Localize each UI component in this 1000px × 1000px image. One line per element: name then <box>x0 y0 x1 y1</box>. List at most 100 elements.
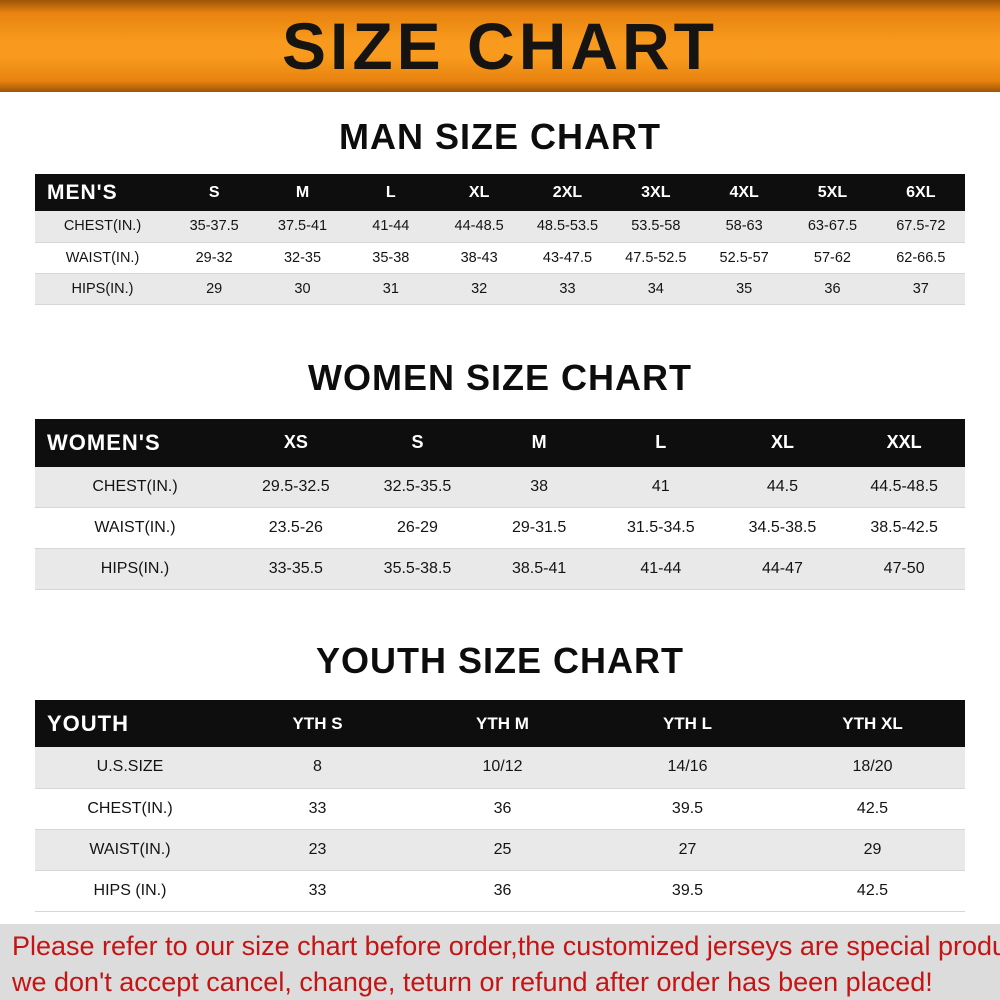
table-row: CHEST(IN.) 29.5-32.5 32.5-35.5 38 41 44.5 44.5… <box>35 466 965 508</box>
mens-chart-heading: MAN SIZE CHART <box>339 116 661 157</box>
value-cell: 44.5-48.5 <box>843 466 965 508</box>
size-header-cell: YTH L <box>595 700 780 747</box>
size-header-cell: M <box>258 174 347 211</box>
value-cell: 33 <box>225 870 410 912</box>
value-cell: 26-29 <box>356 507 479 549</box>
value-cell: 67.5-72 <box>876 211 965 243</box>
value-cell: 38.5-41 <box>478 548 600 590</box>
value-cell: 37 <box>876 273 965 305</box>
value-cell: 35.5-38.5 <box>356 548 479 590</box>
value-cell: 47.5-52.5 <box>611 242 700 274</box>
size-header-cell: L <box>346 174 435 211</box>
value-cell: 34 <box>611 273 700 305</box>
value-cell: 42.5 <box>780 870 965 912</box>
value-cell: 36 <box>410 870 595 912</box>
header-row: WOMEN'S XS S M L XL XXL <box>35 418 965 467</box>
youth-chart-heading: YOUTH SIZE CHART <box>315 640 684 681</box>
value-cell: 52.5-57 <box>699 242 789 274</box>
womens-size-table: WOMEN'S XS S M L XL XXL CHEST(IN.) 29.5-32.5 32.5… <box>35 418 965 590</box>
table-title-cell: MEN'S <box>35 174 170 211</box>
size-header-cell: L <box>599 418 722 467</box>
youth-size-table: YOUTH YTH S YTH M YTH L YTH XL U.S.SIZE 8 10/12… <box>35 700 965 912</box>
row-label-cell: HIPS(IN.) <box>35 548 235 590</box>
row-label-cell: CHEST(IN.) <box>35 788 225 830</box>
value-cell: 14/16 <box>595 747 780 789</box>
footer-note-line1: Please refer to our size chart before or… <box>12 931 1000 961</box>
size-header-cell: XXL <box>843 418 965 467</box>
table-row: HIPS (IN.) 33 36 39.5 42.5 <box>35 870 965 912</box>
size-header-cell: XL <box>434 174 524 211</box>
value-cell: 41 <box>599 466 722 508</box>
value-cell: 29-31.5 <box>478 507 600 549</box>
value-cell: 10/12 <box>410 747 595 789</box>
row-label-cell: WAIST(IN.) <box>35 242 170 274</box>
size-header-cell: XS <box>235 418 357 467</box>
size-header-cell: 3XL <box>611 174 700 211</box>
row-label-cell: WAIST(IN.) <box>35 829 225 871</box>
value-cell: 23 <box>225 829 410 871</box>
size-header-cell: 2XL <box>523 174 612 211</box>
value-cell: 43-47.5 <box>523 242 612 274</box>
value-cell: 38-43 <box>434 242 524 274</box>
table-row: HIPS(IN.) 33-35.5 35.5-38.5 38.5-41 41-44 44-… <box>35 548 965 590</box>
banner-title: SIZE CHART <box>282 9 718 83</box>
value-cell: 8 <box>225 747 410 789</box>
value-cell: 39.5 <box>595 870 780 912</box>
size-header-cell: 5XL <box>788 174 877 211</box>
value-cell: 44.5 <box>721 466 844 508</box>
value-cell: 57-62 <box>788 242 877 274</box>
table-title-cell: YOUTH <box>35 700 225 747</box>
value-cell: 33 <box>225 788 410 830</box>
value-cell: 42.5 <box>780 788 965 830</box>
value-cell: 44-47 <box>721 548 844 590</box>
header-row: MEN'S S M L XL 2XL 3XL 4XL 5XL 6XL <box>35 174 965 211</box>
size-header-cell: YTH S <box>225 700 410 747</box>
value-cell: 32.5-35.5 <box>356 466 479 508</box>
value-cell: 29 <box>780 829 965 871</box>
value-cell: 32-35 <box>258 242 347 274</box>
value-cell: 41-44 <box>346 211 435 243</box>
value-cell: 44-48.5 <box>434 211 524 243</box>
womens-chart-heading: WOMEN SIZE CHART <box>308 356 692 398</box>
value-cell: 32 <box>434 273 524 305</box>
value-cell: 33 <box>523 273 612 305</box>
table-row: CHEST(IN.) 35-37.5 37.5-41 41-44 44-48.5 48.5… <box>35 211 965 243</box>
table-row: CHEST(IN.) 33 36 39.5 42.5 <box>35 788 965 830</box>
value-cell: 31 <box>346 273 435 305</box>
value-cell: 53.5-58 <box>611 211 700 243</box>
value-cell: 38.5-42.5 <box>843 507 965 549</box>
value-cell: 34.5-38.5 <box>721 507 844 549</box>
table-row: WAIST(IN.) 29-32 32-35 35-38 38-43 43-47.5 47.… <box>35 242 965 274</box>
size-chart-banner: SIZE CHART <box>0 0 1000 92</box>
table-title-cell: WOMEN'S <box>35 418 235 467</box>
value-cell: 62-66.5 <box>876 242 965 274</box>
row-label-cell: HIPS(IN.) <box>35 273 170 305</box>
value-cell: 63-67.5 <box>788 211 877 243</box>
value-cell: 35-38 <box>346 242 435 274</box>
footer-note-line2: we don't accept cancel, change, teturn o… <box>12 966 933 997</box>
value-cell: 29.5-32.5 <box>235 466 357 508</box>
mens-size-table: MEN'S S M L XL 2XL 3XL 4XL 5XL 6XL CHEST(IN.) 35-37… <box>35 174 965 305</box>
row-label-cell: HIPS (IN.) <box>35 870 225 912</box>
row-label-cell: CHEST(IN.) <box>35 466 235 508</box>
value-cell: 39.5 <box>595 788 780 830</box>
header-row: YOUTH YTH S YTH M YTH L YTH XL <box>35 700 965 747</box>
value-cell: 31.5-34.5 <box>599 507 722 549</box>
size-header-cell: YTH M <box>410 700 595 747</box>
value-cell: 36 <box>410 788 595 830</box>
value-cell: 30 <box>258 273 347 305</box>
row-label-cell: U.S.SIZE <box>35 747 225 789</box>
value-cell: 35 <box>699 273 789 305</box>
value-cell: 37.5-41 <box>258 211 347 243</box>
value-cell: 33-35.5 <box>235 548 357 590</box>
table-row: HIPS(IN.) 29 30 31 32 33 34 35 36 37 <box>35 273 965 305</box>
value-cell: 25 <box>410 829 595 871</box>
value-cell: 18/20 <box>780 747 965 789</box>
size-header-cell: S <box>356 418 479 467</box>
size-header-cell: 4XL <box>699 174 789 211</box>
size-header-cell: YTH XL <box>780 700 965 747</box>
value-cell: 38 <box>478 466 600 508</box>
value-cell: 29-32 <box>170 242 259 274</box>
value-cell: 35-37.5 <box>170 211 259 243</box>
value-cell: 41-44 <box>599 548 722 590</box>
